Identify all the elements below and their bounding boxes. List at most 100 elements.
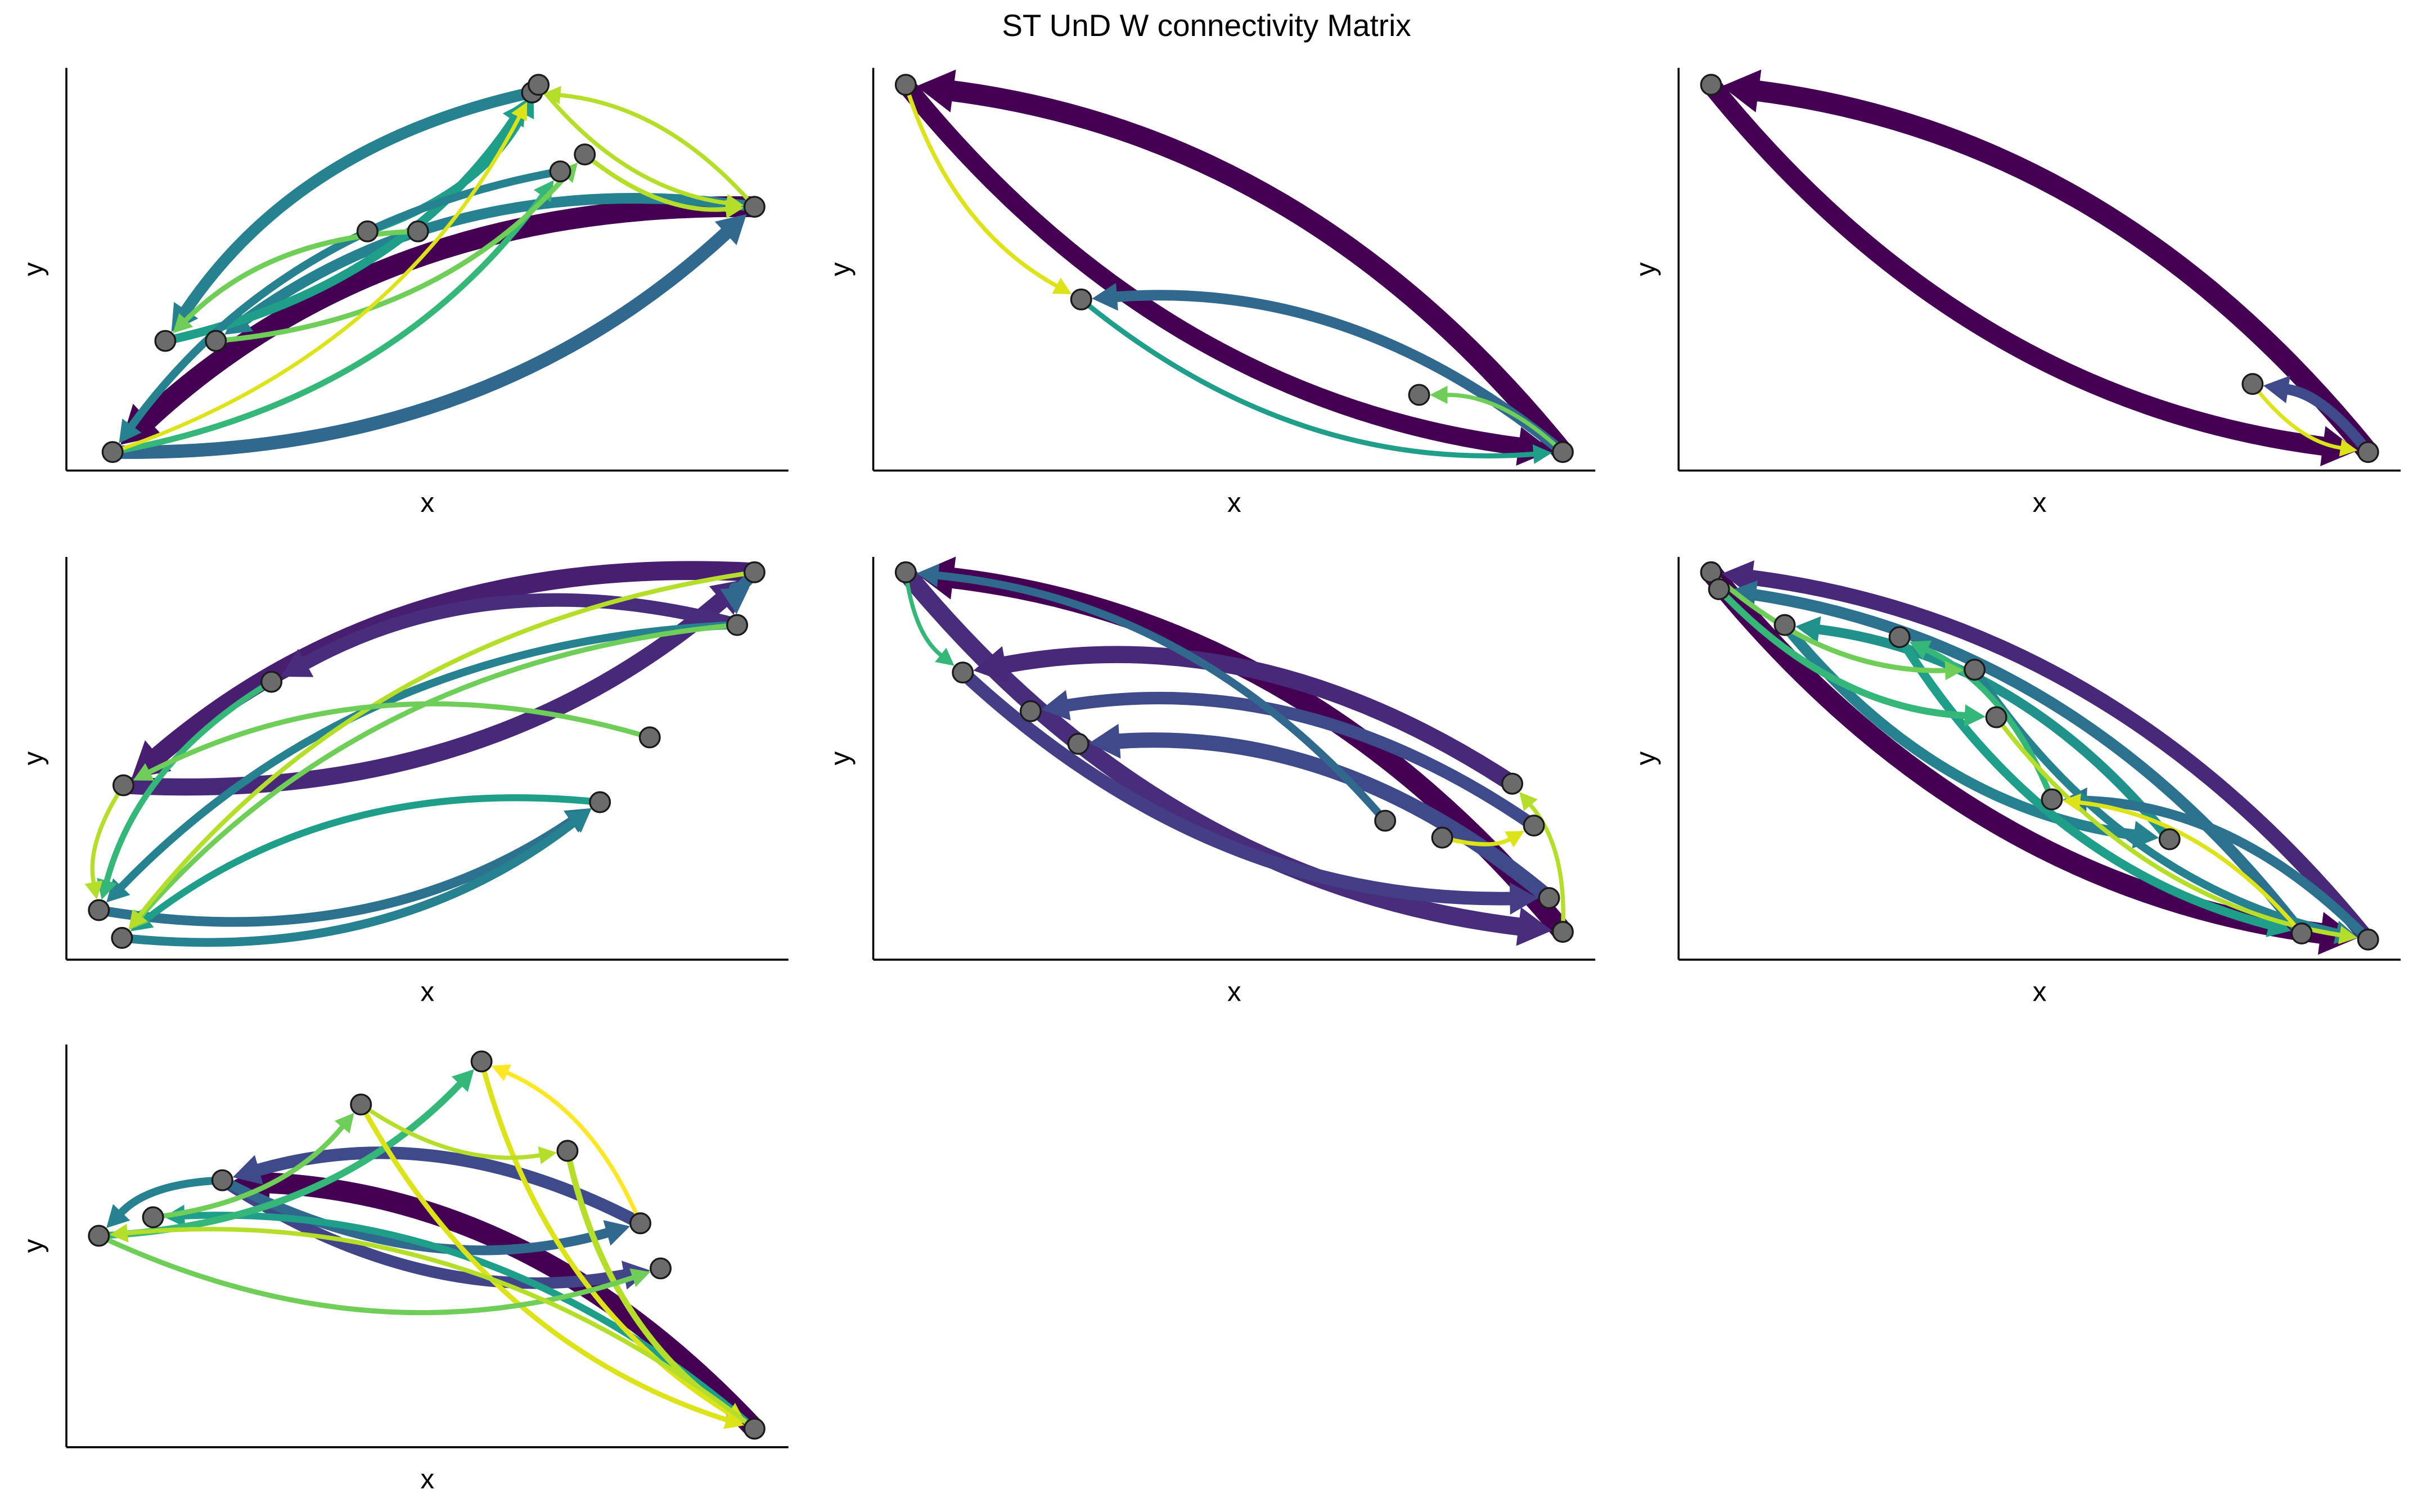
edge (505, 1070, 643, 1226)
edge (147, 701, 652, 775)
y-axis-label: y (825, 751, 856, 765)
edge (299, 593, 744, 670)
edge-arrow (973, 646, 1009, 683)
edge-arrow (543, 86, 561, 105)
edge-arrow (2263, 375, 2290, 403)
edge-arrow (720, 587, 750, 614)
edge-arrow (1944, 660, 1964, 681)
edge-arrow (916, 69, 956, 112)
edge (217, 1175, 612, 1256)
edge-arrow (1052, 277, 1072, 295)
edge-arrow (629, 1268, 651, 1288)
node (154, 330, 177, 352)
node (407, 220, 429, 242)
node (260, 670, 283, 693)
edge (161, 116, 518, 345)
node (112, 774, 134, 796)
edge-arrow (334, 1113, 354, 1134)
edge-arrow (2338, 925, 2358, 944)
node (211, 1169, 233, 1191)
edge (1062, 691, 1541, 832)
edge-arrow (1532, 444, 1552, 464)
node (1708, 578, 1730, 600)
edge (137, 196, 765, 430)
edge (1749, 589, 2308, 939)
y-axis-label: y (18, 751, 49, 765)
node (1070, 288, 1092, 310)
edge (137, 570, 757, 918)
node (1888, 626, 1911, 649)
edge (183, 228, 421, 323)
edge-arrow (491, 1064, 511, 1082)
node (894, 74, 917, 96)
edge-arrow (1510, 882, 1538, 915)
node (1538, 887, 1560, 910)
edge-arrow (1722, 69, 1762, 112)
edge-arrow (1909, 640, 1932, 660)
node (356, 220, 379, 242)
node (629, 1212, 652, 1235)
y-axis-label: y (18, 262, 49, 276)
edge (1994, 715, 2342, 938)
node (1985, 706, 2007, 728)
edge (128, 167, 565, 430)
edge (536, 83, 729, 205)
x-axis-label: x (421, 1464, 435, 1495)
edge (150, 1124, 345, 1220)
edge (2078, 800, 2304, 936)
edge-arrow (565, 808, 592, 833)
edge (479, 1059, 732, 1416)
edge (110, 115, 521, 454)
edge (213, 174, 568, 344)
edge-arrow (97, 878, 118, 900)
edge (934, 572, 1389, 825)
panel: xy (18, 68, 789, 518)
edge (115, 592, 730, 796)
edge (1814, 624, 2175, 844)
edge (1748, 80, 2379, 463)
node (470, 1050, 493, 1073)
node (88, 1225, 110, 1247)
edge (1716, 586, 1969, 719)
edge (138, 622, 740, 919)
node (1374, 809, 1397, 832)
node (142, 1206, 164, 1228)
node (638, 726, 661, 749)
node (1964, 659, 1986, 681)
x-axis-label: x (1227, 976, 1241, 1007)
node (1773, 614, 1796, 636)
panel: xy (825, 68, 1596, 518)
edge (118, 818, 578, 947)
edge-arrow (84, 880, 103, 900)
edge-arrow (128, 909, 147, 930)
edge (903, 570, 943, 657)
edge (106, 226, 733, 459)
edge (103, 678, 274, 884)
edge (1078, 296, 1536, 458)
y-axis-label: y (825, 262, 856, 276)
edge (997, 646, 1521, 793)
node (101, 441, 124, 464)
edge-arrow (173, 313, 193, 334)
x-axis-label: x (1227, 487, 1241, 518)
panel: xy (18, 557, 789, 1007)
x-axis-label: x (421, 487, 435, 518)
node (1501, 772, 1524, 795)
node (2041, 788, 2063, 811)
edge-arrow (1089, 723, 1121, 759)
node (528, 74, 550, 96)
node (894, 561, 917, 583)
node (1431, 826, 1453, 849)
node (2357, 928, 2379, 951)
edge (558, 93, 757, 209)
edge-arrow (935, 647, 955, 666)
edge-arrow (2339, 439, 2358, 457)
edge-arrow (451, 1069, 474, 1092)
edge (125, 1227, 757, 1431)
edge-arrow (106, 1204, 130, 1228)
panel: xy (1631, 557, 2401, 1007)
node (743, 561, 766, 583)
edge-arrow (232, 1155, 263, 1185)
